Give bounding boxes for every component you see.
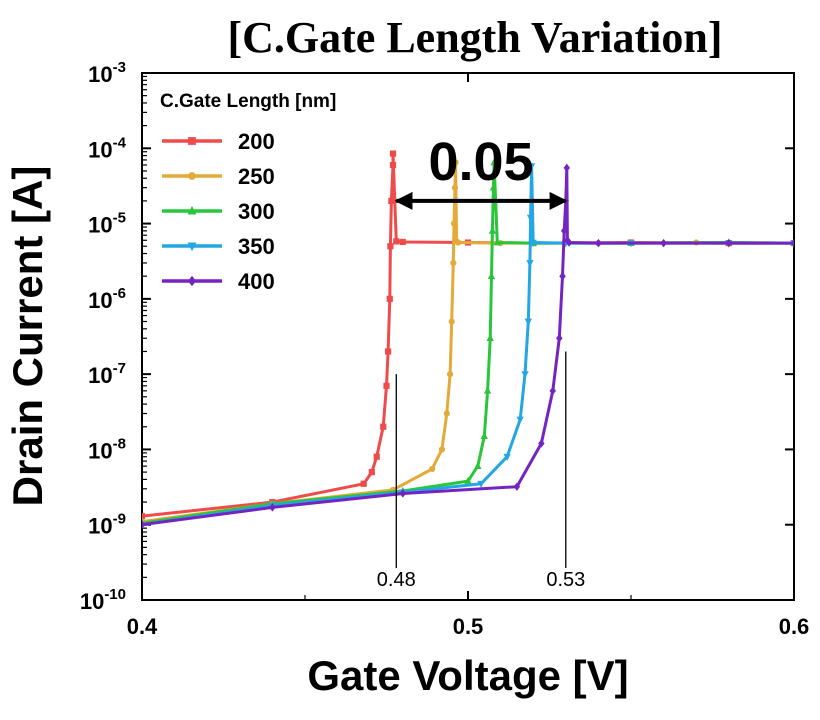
x-tick-label: 0.5 [453, 614, 484, 639]
legend-label-300: 300 [238, 199, 275, 224]
data-point [399, 238, 406, 246]
data-point [529, 239, 537, 247]
data-point [563, 163, 571, 173]
data-point [477, 480, 485, 488]
y-tick-label: 10-8 [88, 435, 126, 463]
data-point [380, 423, 387, 430]
data-point [368, 468, 375, 476]
data-point [452, 159, 459, 166]
y-tick-label: 10-5 [88, 210, 126, 238]
legend-marker [188, 172, 196, 180]
data-point [565, 238, 573, 247]
legend-label-400: 400 [238, 269, 275, 294]
data-point [538, 439, 545, 448]
legend-label-350: 350 [238, 234, 275, 259]
data-point [429, 465, 436, 473]
data-point [549, 386, 556, 396]
data-point [446, 371, 454, 378]
legend-marker [187, 205, 197, 215]
y-tick-label: 10-9 [88, 511, 126, 539]
data-point [269, 503, 276, 512]
data-point [385, 348, 392, 355]
data-point [448, 318, 455, 325]
data-point [489, 183, 498, 191]
data-point [513, 482, 521, 491]
data-point [486, 334, 494, 342]
data-point [450, 259, 457, 267]
data-point [527, 163, 536, 171]
data-point [388, 197, 395, 205]
data-point [389, 150, 397, 157]
data-point [480, 431, 488, 440]
legend-label-200: 200 [238, 129, 275, 154]
y-tick-label: 10-10 [80, 586, 126, 614]
data-point [487, 271, 496, 280]
data-point [474, 461, 482, 469]
data-point [450, 220, 458, 227]
legend-marker [187, 242, 197, 252]
data-point [595, 238, 602, 248]
data-point [524, 318, 532, 326]
data-point [389, 161, 397, 169]
data-point [790, 238, 794, 248]
series-layer [142, 150, 794, 529]
data-point [142, 513, 146, 520]
x-axis-ticks: 0.4 0.5 0.6 [127, 73, 810, 639]
data-point [438, 446, 446, 453]
delta-label: 0.05 [428, 132, 533, 192]
legend-marker [187, 275, 197, 287]
data-point [360, 480, 367, 487]
data-point [455, 239, 462, 246]
y-axis-label: Drain Current [A] [4, 166, 51, 507]
data-point [142, 520, 146, 529]
x-tick-label: 0.6 [779, 614, 810, 639]
x-tick-label: 0.4 [127, 614, 158, 639]
data-point [493, 238, 502, 246]
data-point [488, 226, 497, 234]
data-point [451, 184, 459, 191]
data-point [516, 416, 524, 424]
legend-title: C.Gate Length [nm] [160, 91, 336, 112]
data-point [556, 334, 563, 343]
data-point [464, 476, 472, 484]
data-point [483, 386, 492, 394]
chart-title: [C.Gate Length Variation] [228, 13, 723, 62]
data-point [373, 453, 380, 460]
marker-label: 0.48 [377, 569, 416, 591]
data-point [503, 453, 511, 461]
x-axis-label: Gate Voltage [V] [307, 652, 628, 699]
y-tick-label: 10-3 [88, 59, 126, 87]
data-point [521, 371, 529, 379]
y-tick-label: 10-6 [88, 285, 126, 313]
data-point [387, 243, 394, 250]
y-tick-label: 10-4 [88, 134, 126, 162]
data-point [443, 410, 450, 417]
y-tick-label: 10-7 [88, 360, 126, 388]
legend-label-250: 250 [238, 164, 275, 189]
data-point [725, 238, 733, 248]
data-point [399, 489, 407, 498]
data-point [383, 382, 390, 389]
annotations: 0.48 0.53 0.05 [377, 132, 585, 591]
data-point [386, 295, 393, 302]
legend: C.Gate Length [nm] 200 250 300 350 400 [160, 91, 336, 294]
data-point [660, 238, 667, 248]
marker-label: 0.53 [546, 569, 585, 591]
legend-marker [188, 137, 196, 145]
data-point [560, 226, 568, 236]
data-point [393, 238, 400, 245]
y-axis-ticks: 10-3 10-4 10-5 10-6 10-7 10-8 10-9 10-10 [80, 59, 794, 614]
data-point [490, 158, 498, 166]
data-point [526, 260, 534, 268]
data-point [526, 214, 535, 222]
data-point [559, 271, 566, 281]
